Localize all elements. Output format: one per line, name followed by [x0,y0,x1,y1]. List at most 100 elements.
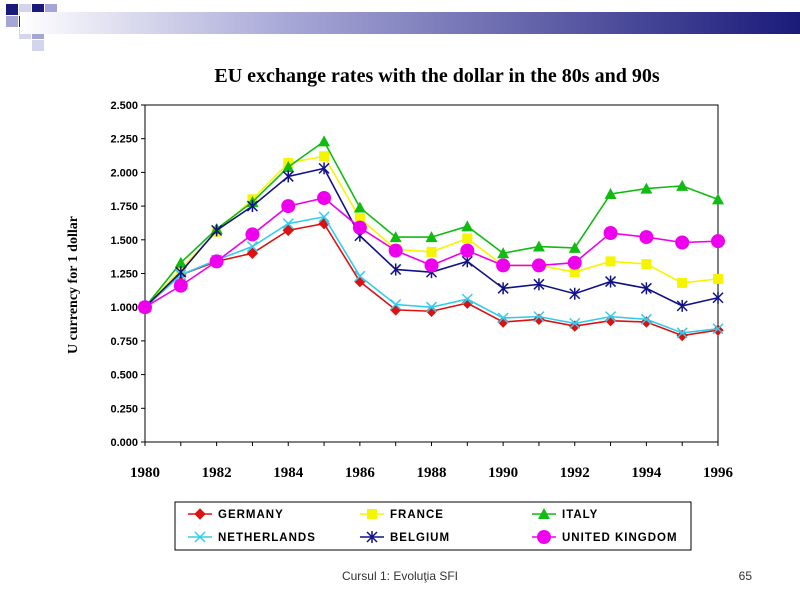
data-point [640,182,653,194]
legend-item: ITALY [532,508,598,521]
y-tick-label: 1.500 [110,235,138,247]
data-point [605,311,617,323]
decor-square [6,16,18,27]
chart-title: EU exchange rates with the dollar in the… [214,65,659,87]
data-point [460,243,475,258]
decor-square [6,4,18,15]
data-point [603,226,618,241]
header-gradient-bar [20,12,800,34]
data-point [604,187,617,199]
data-point [640,282,652,295]
data-point [318,135,331,147]
data-point [639,230,654,245]
data-point [461,220,474,232]
y-tick-label: 1.000 [110,302,138,314]
data-point [388,243,403,258]
y-tick-label: 0.250 [110,403,138,415]
data-point [425,301,438,313]
legend-label: NETHERLANDS [218,532,316,544]
legend-item: BELGIUM [360,531,450,544]
data-point [640,313,652,325]
legend-item: UNITED KINGDOM [532,530,678,544]
data-point [209,254,224,269]
data-point [318,162,330,175]
footer-text: Cursul 1: Evoluţia SFI [341,569,459,583]
data-point [246,200,258,213]
x-tick-label: 1986 [345,465,376,481]
x-tick-label: 1990 [488,465,518,481]
data-point [319,151,330,162]
data-point [641,259,652,270]
y-tick-label: 2.000 [110,167,138,179]
data-point [389,231,402,243]
data-point [531,258,546,273]
data-point [138,300,152,315]
data-point [713,273,723,284]
decor-square [19,4,31,15]
data-point [282,170,294,183]
legend-label: BELGIUM [390,532,450,544]
x-tick-label: 1996 [703,465,734,481]
legend-label: ITALY [562,509,598,521]
legend-marker [538,508,550,519]
data-point [712,193,724,205]
decor-square [45,4,57,15]
data-point [712,291,724,304]
data-point [497,282,509,295]
data-point [281,199,296,214]
data-point [675,235,690,250]
data-point [532,240,545,252]
data-point [354,213,365,224]
data-point [282,218,294,230]
data-point [676,179,689,191]
y-tick-label: 2.500 [110,100,138,112]
data-point [211,224,223,237]
data-point [173,278,188,293]
data-point [569,267,580,278]
legend-marker [366,531,378,543]
data-point [425,231,438,243]
series-layer [138,135,725,342]
y-tick-label: 0.500 [110,370,138,382]
data-point [353,201,366,213]
data-point [533,311,545,323]
chart-axes: 0.000 0.250 0.500 0.750 1.000 1.250 1.500 1.750… [110,100,733,481]
data-point [568,241,581,253]
data-point [677,277,688,288]
legend-marker [194,508,206,520]
legend-label: GERMANY [218,509,284,521]
y-tick-label: 2.250 [110,134,138,146]
decor-square [32,4,44,15]
x-tick-label: 1992 [560,465,590,481]
data-point [462,233,473,244]
data-point [497,312,509,324]
x-tick-label: 1982 [202,465,232,481]
data-point [712,323,724,335]
legend-label: UNITED KINGDOM [562,532,678,544]
x-tick-label: 1984 [273,465,304,481]
legend-box [174,501,692,551]
data-point [390,298,402,311]
series-united-kingdom [138,191,725,315]
data-point [496,258,511,273]
data-point [246,241,258,253]
data-point [317,191,332,206]
decor-square [32,40,44,51]
data-point [424,258,439,273]
chart-legend: GERMANY FRANCE ITALY NETHERLANDS BELGIUM UNIT… [174,501,692,551]
legend-marker [367,509,377,519]
data-point [569,287,581,300]
y-tick-label: 0.750 [110,336,138,348]
data-point [175,266,187,279]
data-point [318,211,330,223]
data-point [711,234,725,249]
y-axis-label: U currency for 1 dollar [66,216,81,354]
legend-label: FRANCE [390,509,444,521]
data-point [567,255,582,270]
data-point [426,246,437,257]
legend-marker [194,531,206,543]
y-tick-label: 0.000 [110,437,138,449]
data-point [174,256,187,268]
data-point [354,270,366,282]
